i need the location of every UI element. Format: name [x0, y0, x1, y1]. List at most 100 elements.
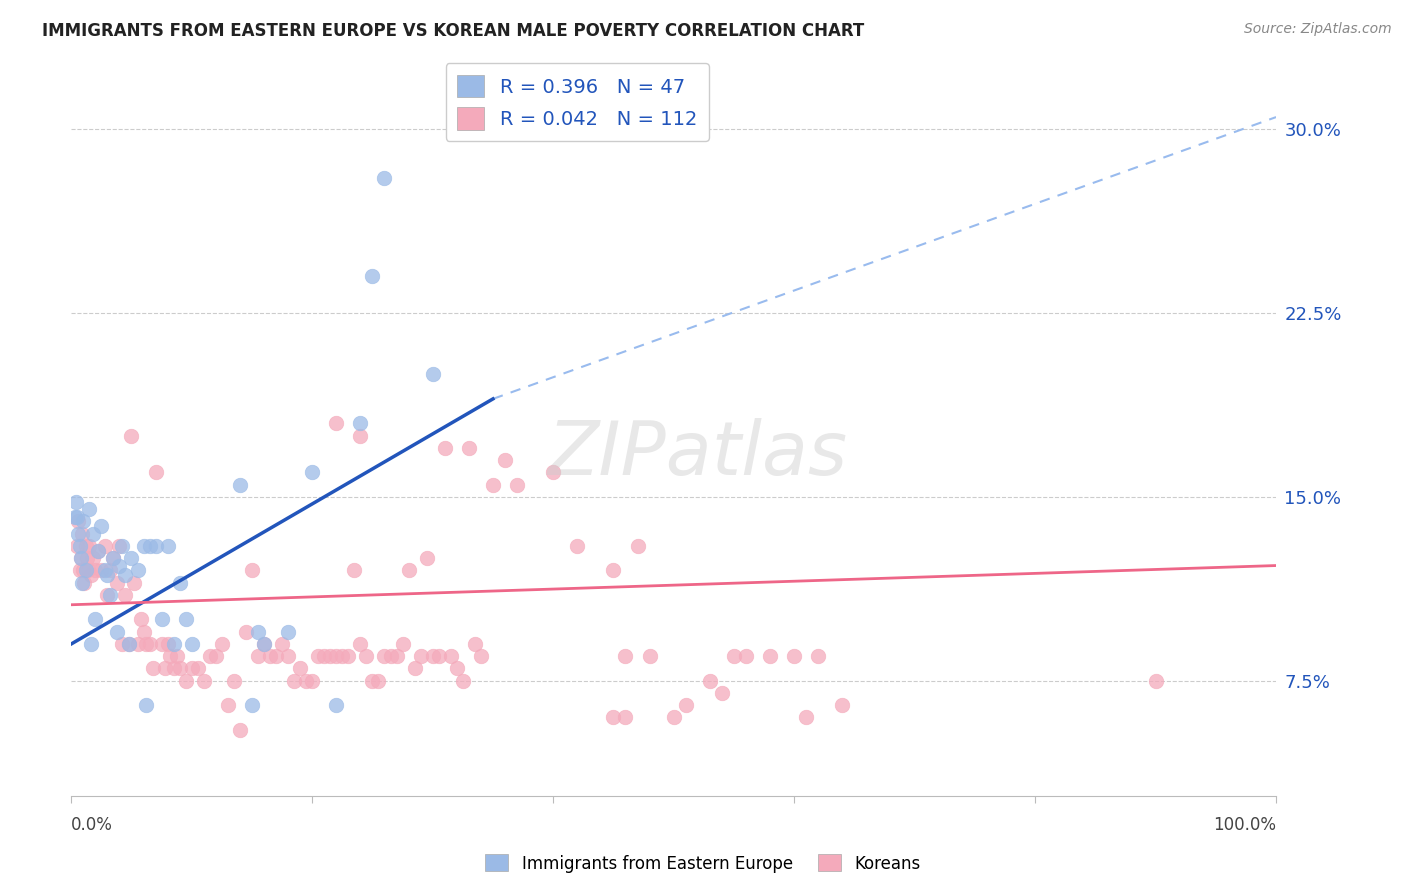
Point	[79, 539, 101, 553]
Point	[415, 551, 437, 566]
Point	[84, 564, 107, 578]
Point	[79, 637, 101, 651]
Point	[807, 649, 830, 664]
Text: ZIPatlas: ZIPatlas	[548, 417, 848, 490]
Point	[246, 649, 269, 664]
Point	[235, 624, 257, 639]
Point	[70, 526, 93, 541]
Point	[118, 637, 141, 651]
Point	[105, 624, 128, 639]
Point	[79, 568, 101, 582]
Point	[301, 673, 323, 688]
Point	[614, 710, 637, 724]
Point	[135, 698, 157, 713]
Point	[240, 564, 263, 578]
Point	[735, 649, 758, 664]
Point	[470, 649, 492, 664]
Point	[337, 649, 360, 664]
Point	[325, 698, 347, 713]
Point	[114, 588, 136, 602]
Point	[69, 564, 91, 578]
Point	[138, 539, 160, 553]
Point	[163, 637, 186, 651]
Point	[349, 417, 371, 431]
Point	[156, 539, 179, 553]
Point	[264, 649, 287, 664]
Point	[135, 637, 157, 651]
Point	[662, 710, 685, 724]
Point	[380, 649, 402, 664]
Point	[127, 637, 149, 651]
Point	[240, 698, 263, 713]
Point	[142, 661, 165, 675]
Point	[150, 637, 173, 651]
Point	[307, 649, 329, 664]
Point	[253, 637, 276, 651]
Point	[433, 441, 456, 455]
Point	[567, 539, 589, 553]
Point	[66, 539, 89, 553]
Point	[295, 673, 318, 688]
Point	[373, 171, 395, 186]
Point	[391, 637, 413, 651]
Point	[356, 649, 378, 664]
Point	[103, 551, 125, 566]
Point	[349, 637, 371, 651]
Point	[108, 539, 131, 553]
Point	[343, 564, 366, 578]
Point	[150, 612, 173, 626]
Text: 0.0%: 0.0%	[72, 815, 112, 833]
Point	[70, 551, 93, 566]
Point	[169, 575, 191, 590]
Point	[288, 661, 311, 675]
Point	[82, 526, 104, 541]
Point	[193, 673, 215, 688]
Point	[98, 588, 121, 602]
Point	[63, 509, 86, 524]
Point	[482, 477, 505, 491]
Point	[361, 673, 384, 688]
Point	[271, 637, 294, 651]
Point	[96, 588, 118, 602]
Point	[259, 649, 281, 664]
Point	[94, 539, 117, 553]
Legend: R = 0.396   N = 47, R = 0.042   N = 112: R = 0.396 N = 47, R = 0.042 N = 112	[446, 63, 709, 141]
Point	[277, 649, 299, 664]
Point	[79, 502, 101, 516]
Point	[73, 575, 96, 590]
Point	[87, 544, 110, 558]
Point	[98, 564, 121, 578]
Point	[145, 539, 167, 553]
Point	[94, 564, 117, 578]
Point	[440, 649, 463, 664]
Point	[67, 526, 90, 541]
Point	[211, 637, 233, 651]
Point	[103, 551, 125, 566]
Point	[614, 649, 637, 664]
Point	[90, 519, 112, 533]
Text: 100.0%: 100.0%	[1213, 815, 1277, 833]
Point	[404, 661, 426, 675]
Point	[319, 649, 342, 664]
Point	[373, 649, 395, 664]
Point	[76, 551, 98, 566]
Point	[174, 673, 197, 688]
Point	[457, 441, 479, 455]
Point	[132, 624, 155, 639]
Point	[114, 568, 136, 582]
Point	[72, 515, 94, 529]
Point	[156, 637, 179, 651]
Point	[159, 649, 181, 664]
Point	[675, 698, 697, 713]
Point	[349, 428, 371, 442]
Text: Source: ZipAtlas.com: Source: ZipAtlas.com	[1244, 22, 1392, 37]
Point	[75, 564, 97, 578]
Point	[464, 637, 486, 651]
Point	[325, 417, 347, 431]
Point	[108, 558, 131, 573]
Point	[277, 624, 299, 639]
Point	[70, 575, 93, 590]
Point	[723, 649, 745, 664]
Point	[163, 661, 186, 675]
Text: IMMIGRANTS FROM EASTERN EUROPE VS KOREAN MALE POVERTY CORRELATION CHART: IMMIGRANTS FROM EASTERN EUROPE VS KOREAN…	[42, 22, 865, 40]
